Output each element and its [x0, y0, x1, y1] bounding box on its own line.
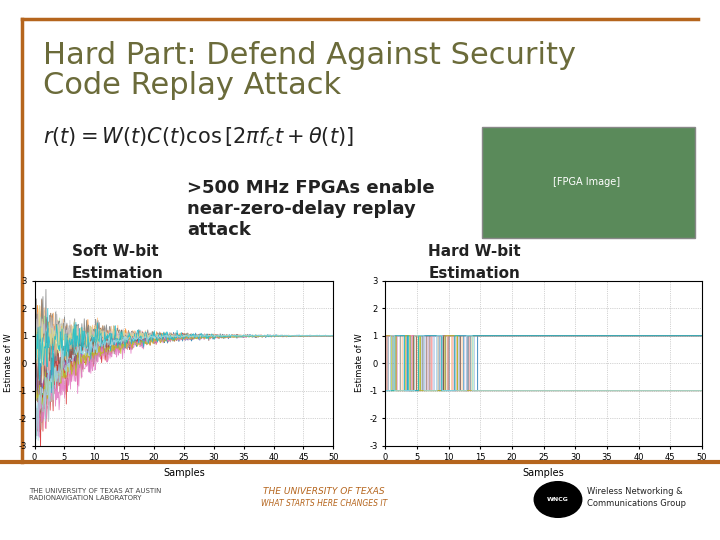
FancyBboxPatch shape	[482, 127, 695, 238]
Text: Hard Part: Defend Against Security: Hard Part: Defend Against Security	[43, 40, 576, 70]
Text: >500 MHz FPGAs enable
near-zero-delay replay
attack: >500 MHz FPGAs enable near-zero-delay re…	[187, 179, 435, 239]
Text: THE UNIVERSITY OF TEXAS: THE UNIVERSITY OF TEXAS	[264, 487, 384, 496]
Text: Estimation: Estimation	[72, 266, 164, 281]
Circle shape	[534, 482, 582, 517]
Y-axis label: Estimate of W: Estimate of W	[355, 334, 364, 393]
Text: WHAT STARTS HERE CHANGES IT: WHAT STARTS HERE CHANGES IT	[261, 499, 387, 508]
Text: Soft W-bit: Soft W-bit	[72, 244, 158, 259]
Text: $r(t) = W(t)C(t)\cos\left[2\pi f_c t + \theta(t)\right]$: $r(t) = W(t)C(t)\cos\left[2\pi f_c t + \…	[43, 125, 354, 149]
Text: Wireless Networking &: Wireless Networking &	[587, 487, 683, 496]
Text: [FPGA Image]: [FPGA Image]	[553, 177, 621, 187]
Text: WNCG: WNCG	[547, 497, 569, 502]
Text: Estimation: Estimation	[428, 266, 521, 281]
Text: THE UNIVERSITY OF TEXAS AT AUSTIN
RADIONAVIGATION LABORATORY: THE UNIVERSITY OF TEXAS AT AUSTIN RADION…	[29, 488, 161, 501]
Text: Communications Group: Communications Group	[587, 499, 685, 508]
Y-axis label: Estimate of W: Estimate of W	[4, 334, 13, 393]
X-axis label: Samples: Samples	[523, 468, 564, 478]
Text: Hard W-bit: Hard W-bit	[428, 244, 521, 259]
X-axis label: Samples: Samples	[163, 468, 204, 478]
Text: Code Replay Attack: Code Replay Attack	[43, 71, 341, 100]
